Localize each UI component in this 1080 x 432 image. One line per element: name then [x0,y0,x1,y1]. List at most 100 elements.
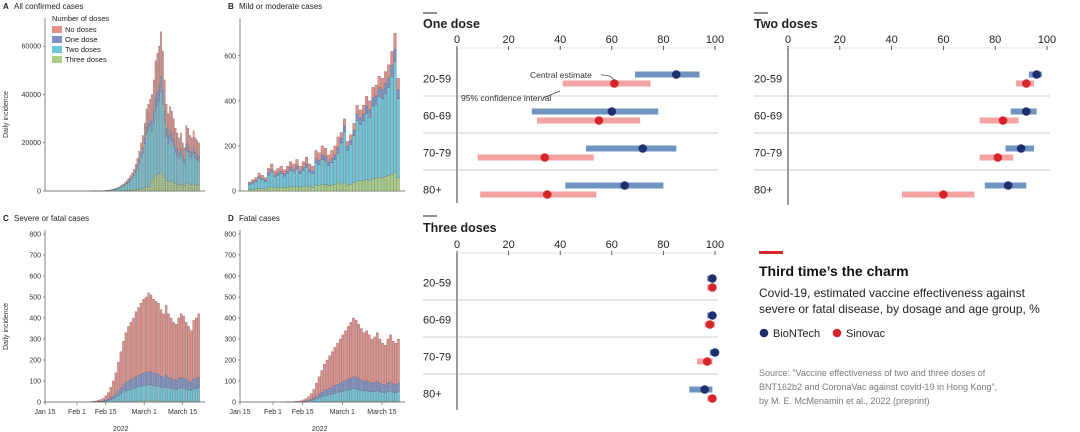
bar-segment [147,384,150,402]
bar-segment [389,381,392,392]
bar-segment [156,53,159,93]
bar-segment [393,171,397,192]
bar-segment [349,134,353,141]
bar-segment [327,165,331,186]
bar-segment [317,394,321,399]
bar-segment [153,177,155,192]
bar-segment [324,184,327,192]
bar-segment [279,173,283,188]
bar-segment [346,146,350,151]
bar-segment [129,175,132,180]
source-line3: by M. E. McMenamin et al., 2022 (preprin… [759,396,930,406]
bar-segment [336,343,339,385]
sinovac-estimate [939,190,948,199]
bar-segment [295,168,299,187]
bar-segment [279,166,283,172]
bar-segment [352,130,356,136]
bar-segment [119,393,123,402]
panel-d-title: Fatal cases [239,214,280,223]
bar-segment [344,390,347,402]
xtick-label: Jan 15 [229,409,250,416]
bar-segment [308,163,312,170]
bar-segment [254,177,258,181]
bar-segment [194,152,197,159]
bar-segment [368,334,371,382]
bar-segment [139,374,143,387]
bar-segment [380,78,384,90]
bar-segment [311,187,315,192]
bar-segment [178,184,180,192]
bar-segment [312,398,315,401]
bar-segment [254,181,258,190]
bar-segment [365,96,369,106]
ytick-label: 500 [224,295,236,302]
bar-segment [160,92,162,173]
bar-segment [97,400,100,402]
bar-segment [171,141,173,182]
bar-segment [292,186,296,192]
biontech-estimate [710,348,720,357]
three-doses-title: Three doses [423,221,497,235]
bar-segment [352,182,356,192]
annotation-interval-pointer [542,90,561,99]
bar-segment [304,398,308,402]
bar-segment [365,390,368,402]
bar-segment [365,179,369,192]
bar-segment [129,180,132,191]
forest-tick-label: 80 [989,34,1001,46]
bar-segment [195,388,198,402]
bar-segment [167,113,170,136]
xtick-label: March 1 [132,409,157,416]
bar-segment [136,158,139,166]
bar-segment [317,376,321,395]
bar-segment [157,374,160,387]
panel-b-letter: B [228,2,234,11]
bar-segment [276,172,280,176]
bar-segment [134,400,138,403]
ytick-label: 800 [224,232,236,239]
bar-segment [133,189,135,192]
bar-segment [134,387,138,402]
bar-segment [142,298,145,374]
bar-segment [152,373,155,386]
legend-label-two-doses: Two doses [65,45,101,54]
bar-segment [154,175,157,192]
bar-segment [147,123,150,131]
bar-segment [197,387,200,402]
bar-segment [107,392,110,400]
bar-segment [370,338,374,384]
bar-segment [336,384,339,393]
bar-segment [163,177,166,192]
panel-d-letter: D [228,214,234,223]
bar-segment [301,167,305,171]
bar-segment [197,313,200,378]
bar-segment [190,381,193,391]
bar-segment [122,384,125,393]
bar-segment [198,156,200,162]
bar-segment [174,151,177,184]
forest-row-label: 80+ [423,389,442,401]
bar-segment [301,399,305,402]
bar-segment [257,176,261,179]
legend-sinovac-dot [832,328,842,338]
bar-segment [178,137,180,153]
bar-segment [339,391,342,402]
bar-segment [102,398,105,402]
bar-segment [160,31,162,77]
bar-segment [194,157,197,185]
bar-segment [286,171,289,174]
bar-segment [336,182,340,192]
bar-segment [174,380,178,390]
sinovac-estimate [708,394,717,403]
bar-segment [371,178,375,192]
bar-segment [389,391,392,402]
bar-segment [315,396,318,400]
bar-segment [260,188,264,192]
bar-segment [190,390,193,402]
bar-segment [192,183,195,192]
forest-tick-label: 20 [834,34,846,46]
bar-segment [330,184,334,192]
bar-segment [270,163,274,170]
bar-segment [147,371,150,385]
bar-segment [158,86,161,102]
